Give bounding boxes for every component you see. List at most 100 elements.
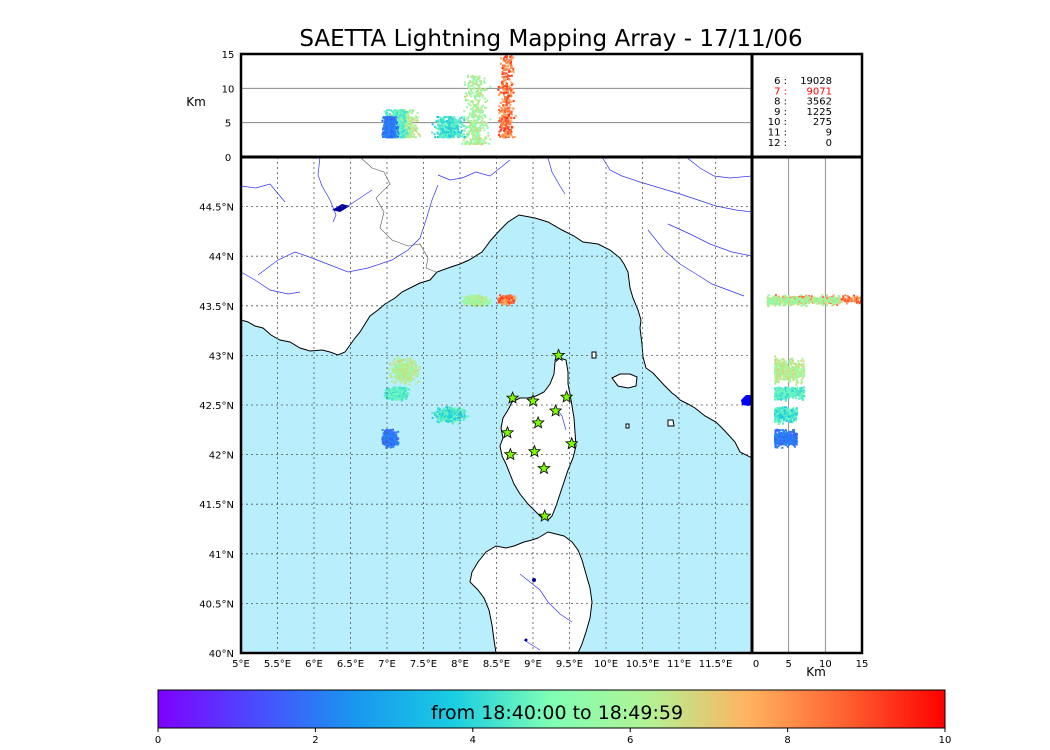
lightning-source xyxy=(393,393,396,396)
lightning-source xyxy=(506,86,509,89)
lightning-source xyxy=(394,398,397,401)
lightning-source xyxy=(388,440,391,443)
lightning-source xyxy=(389,135,392,138)
lightning-source xyxy=(405,116,408,119)
lightning-source xyxy=(407,378,410,381)
lightning-source xyxy=(410,131,413,134)
lightning-source xyxy=(502,88,505,91)
lightning-source xyxy=(499,297,502,300)
lightning-source xyxy=(501,104,504,107)
lightning-source xyxy=(457,121,460,124)
lightning-source xyxy=(451,128,454,131)
lightning-source xyxy=(460,408,463,411)
lightning-source xyxy=(478,76,481,79)
lightning-source xyxy=(483,97,486,100)
lightning-source xyxy=(478,87,481,90)
lightning-source xyxy=(498,301,501,304)
lightning-source xyxy=(504,126,507,129)
lightning-source xyxy=(463,303,466,306)
lightning-source xyxy=(447,116,450,119)
lightning-source xyxy=(509,128,512,131)
lightning-source xyxy=(390,442,393,445)
lightning-source xyxy=(453,412,456,415)
lightning-source xyxy=(457,416,460,419)
lightning-source xyxy=(389,124,392,127)
sardinia xyxy=(469,531,593,653)
lightning-source xyxy=(404,392,407,395)
lightning-source xyxy=(501,296,504,299)
lightning-source xyxy=(854,300,857,303)
lightning-source xyxy=(393,133,396,136)
lightning-source xyxy=(452,135,455,138)
lightning-source xyxy=(503,77,506,80)
lightning-source xyxy=(489,138,492,141)
montecristo-island xyxy=(625,423,630,429)
lightning-source xyxy=(401,372,404,375)
lightning-source xyxy=(501,98,504,101)
lightning-source xyxy=(464,298,467,301)
lightning-source xyxy=(852,296,855,299)
lightning-source xyxy=(832,294,835,297)
lightning-source xyxy=(469,112,472,115)
lightning-source xyxy=(414,124,417,127)
lightning-source xyxy=(452,131,455,134)
lightning-source xyxy=(442,117,445,120)
lightning-source xyxy=(470,301,473,304)
lightning-source xyxy=(499,91,502,94)
lightning-source xyxy=(453,121,456,124)
lightning-source xyxy=(481,111,484,114)
lightning-source xyxy=(408,367,411,370)
lightning-source xyxy=(416,369,419,372)
lightning-source xyxy=(507,130,510,133)
lightning-source xyxy=(442,416,445,419)
lightning-source xyxy=(399,380,402,383)
lightning-source xyxy=(506,89,509,92)
lightning-source xyxy=(478,117,481,120)
lightning-source xyxy=(394,134,397,137)
lightning-source xyxy=(405,366,408,369)
lightning-source xyxy=(510,100,513,103)
lightning-source xyxy=(450,416,453,419)
lightning-source xyxy=(511,88,514,91)
lightning-source xyxy=(465,297,468,300)
lightning-source xyxy=(836,303,839,306)
lightning-source xyxy=(504,81,507,84)
lightning-source xyxy=(452,410,455,413)
lightning-source xyxy=(508,119,511,122)
lightning-source xyxy=(479,139,482,142)
lightning-source xyxy=(397,125,400,128)
lightning-source xyxy=(506,55,509,58)
lightning-source xyxy=(416,116,419,119)
lightning-source xyxy=(502,115,505,118)
lightning-source xyxy=(392,123,395,126)
lightning-source xyxy=(388,112,391,115)
lightning-source xyxy=(479,91,482,94)
lightning-source xyxy=(508,99,511,102)
lightning-source xyxy=(472,295,475,298)
lightning-source xyxy=(803,296,806,299)
lightning-source xyxy=(469,138,472,141)
lightning-source xyxy=(504,96,507,99)
lightning-source xyxy=(479,294,482,297)
lightning-source xyxy=(440,416,443,419)
lightning-source xyxy=(400,372,403,375)
lightning-source xyxy=(390,434,393,437)
lightning-source xyxy=(393,437,396,440)
lightning-source xyxy=(479,92,482,95)
lightning-source xyxy=(845,302,848,305)
lightning-source xyxy=(436,414,439,417)
lightning-source xyxy=(482,140,485,143)
lightning-source xyxy=(392,134,395,137)
lightning-source xyxy=(397,396,400,399)
lightning-source xyxy=(397,393,400,396)
lightning-source xyxy=(398,124,401,127)
lightning-source xyxy=(507,94,510,97)
lightning-source xyxy=(408,136,411,139)
lightning-source xyxy=(399,391,402,394)
lightning-source xyxy=(401,387,404,390)
lightning-source xyxy=(500,128,503,131)
lightning-source xyxy=(456,411,459,414)
lightning-source xyxy=(503,296,506,299)
lightning-source xyxy=(482,80,485,83)
lightning-source xyxy=(479,297,482,300)
